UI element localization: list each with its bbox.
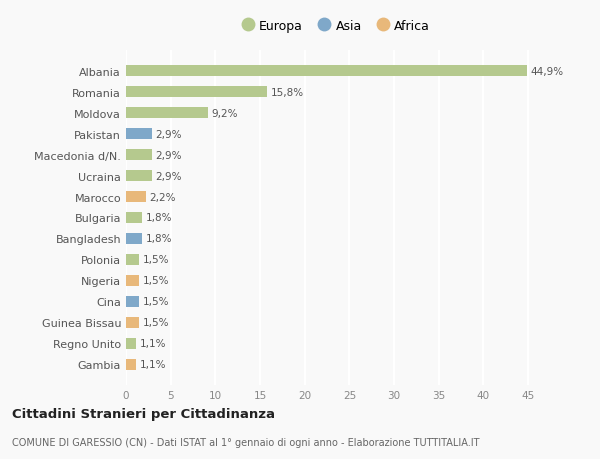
Bar: [126, 107, 208, 119]
Bar: [126, 66, 527, 77]
Text: COMUNE DI GARESSIO (CN) - Dati ISTAT al 1° gennaio di ogni anno - Elaborazione T: COMUNE DI GARESSIO (CN) - Dati ISTAT al …: [12, 437, 479, 448]
Text: 1,8%: 1,8%: [146, 213, 172, 223]
Text: Cittadini Stranieri per Cittadinanza: Cittadini Stranieri per Cittadinanza: [12, 407, 275, 420]
Text: 2,9%: 2,9%: [155, 129, 182, 139]
Text: 15,8%: 15,8%: [271, 87, 304, 97]
Text: 2,9%: 2,9%: [155, 171, 182, 181]
Bar: [126, 191, 146, 203]
Text: 1,5%: 1,5%: [143, 276, 169, 286]
Text: 9,2%: 9,2%: [212, 108, 238, 118]
Text: 1,1%: 1,1%: [139, 339, 166, 349]
Text: 1,1%: 1,1%: [139, 359, 166, 369]
Bar: [126, 317, 139, 329]
Bar: [126, 233, 142, 245]
Text: 1,5%: 1,5%: [143, 318, 169, 328]
Text: 2,9%: 2,9%: [155, 150, 182, 160]
Bar: [126, 150, 152, 161]
Text: 2,2%: 2,2%: [149, 192, 176, 202]
Bar: [126, 87, 267, 98]
Bar: [126, 170, 152, 182]
Bar: [126, 212, 142, 224]
Bar: [126, 129, 152, 140]
Bar: [126, 359, 136, 370]
Text: 44,9%: 44,9%: [531, 67, 564, 77]
Text: 1,8%: 1,8%: [146, 234, 172, 244]
Bar: [126, 254, 139, 266]
Bar: [126, 338, 136, 349]
Bar: [126, 275, 139, 286]
Text: 1,5%: 1,5%: [143, 255, 169, 265]
Text: 1,5%: 1,5%: [143, 297, 169, 307]
Bar: [126, 296, 139, 308]
Legend: Europa, Asia, Africa: Europa, Asia, Africa: [238, 17, 434, 37]
